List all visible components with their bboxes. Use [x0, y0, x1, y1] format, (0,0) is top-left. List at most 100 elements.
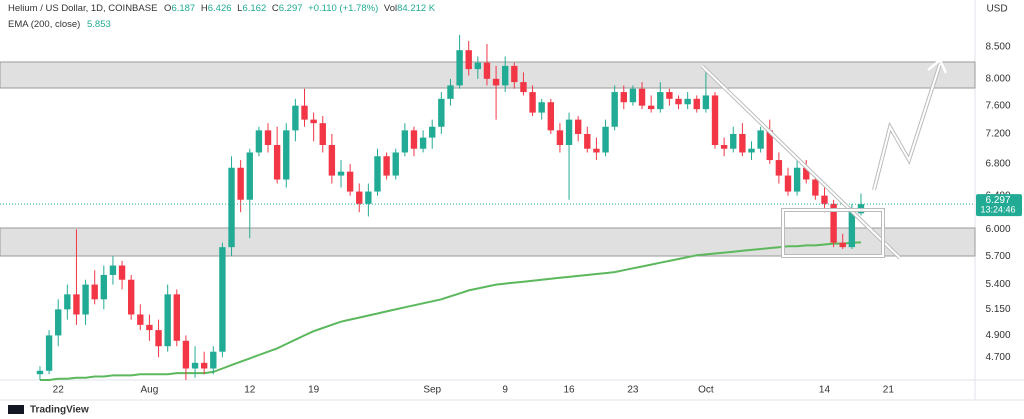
y-tick-label: 5.400 — [985, 279, 1010, 290]
x-tick-label: 19 — [308, 385, 320, 396]
y-tick-label: 5.150 — [985, 304, 1010, 315]
support-zone — [0, 227, 976, 257]
candle-body — [410, 130, 418, 149]
breakout-box — [782, 209, 884, 257]
close-value: 6.297 — [279, 3, 303, 14]
candle-body — [766, 130, 773, 161]
candle-body — [492, 78, 500, 86]
candle-body — [739, 133, 746, 153]
candle-body — [228, 167, 235, 248]
candle-body — [456, 50, 463, 86]
candle-body — [283, 130, 290, 180]
candle-body — [465, 50, 472, 70]
candle-body — [812, 179, 819, 196]
candle-body — [511, 65, 518, 83]
candle-body — [757, 130, 764, 149]
y-tick-label: 4.700 — [985, 352, 1010, 363]
candle-body — [629, 88, 637, 103]
candle-body — [182, 340, 190, 369]
candle-body — [91, 284, 98, 300]
candle-body — [584, 133, 591, 149]
candle-body — [638, 88, 646, 106]
candle-body — [401, 130, 409, 153]
candle-body — [55, 309, 62, 336]
candle-body — [164, 294, 171, 347]
candle-body — [693, 98, 700, 110]
candle-body — [702, 95, 710, 110]
open-label: O — [164, 3, 171, 14]
low-label: L — [237, 3, 242, 14]
projection-arrow — [873, 63, 941, 191]
candle-body — [337, 171, 345, 176]
candle-body — [547, 102, 555, 131]
change: +0.110 (+1.78%) — [308, 3, 378, 14]
candle-body — [210, 351, 217, 369]
candle-body — [720, 144, 728, 149]
candle-body — [429, 126, 436, 138]
candle-body — [292, 105, 299, 131]
candle-body — [109, 265, 117, 275]
y-tick-label: 6.800 — [985, 159, 1010, 170]
low-value: 6.162 — [242, 3, 266, 14]
open-value: 6.187 — [171, 3, 195, 14]
candle-body — [191, 362, 199, 369]
candle-body — [520, 82, 527, 93]
candle-body — [748, 148, 755, 153]
candle-body — [574, 119, 582, 134]
candle-body — [255, 130, 263, 153]
candle-body — [848, 208, 856, 248]
candle-body — [118, 265, 126, 280]
y-tick-label: 7.200 — [985, 129, 1010, 140]
x-tick-label: Sep — [423, 385, 441, 396]
candle-body — [82, 284, 89, 315]
candle-body — [556, 130, 564, 145]
candle-body — [392, 152, 399, 176]
candle-body — [821, 195, 828, 204]
candle-body — [775, 160, 783, 176]
trendline — [701, 65, 901, 259]
candle-body — [647, 105, 655, 110]
legend-header: Helium / US Dollar, 1D, COINBASE O6.187 … — [8, 3, 436, 14]
price-tag-value: 6.297 — [985, 195, 1010, 206]
brand-logo — [8, 405, 24, 414]
x-tick-label: 14 — [819, 385, 831, 396]
price-tag-countdown: 13:24:46 — [980, 204, 1015, 214]
plot — [0, 34, 976, 381]
ema-name: EMA (200, close) — [8, 19, 80, 30]
candle-body — [565, 119, 573, 145]
candle-body — [127, 279, 135, 315]
candle-body — [529, 92, 536, 113]
y-tick-label: 4.900 — [985, 330, 1010, 341]
x-tick-label: Aug — [141, 385, 159, 396]
annotations — [700, 57, 948, 260]
high-label: H — [201, 3, 208, 14]
candle-body — [219, 247, 226, 352]
ema-legend: EMA (200, close) 5.853 — [8, 19, 111, 30]
candle-body — [419, 137, 427, 149]
candle-body — [593, 148, 600, 153]
y-tick-label: 5.700 — [985, 251, 1010, 262]
candle-body — [474, 62, 482, 70]
y-tick-label: 8.000 — [985, 73, 1010, 84]
candle-body — [45, 335, 53, 371]
x-tick-label: 23 — [627, 385, 639, 396]
candle-body — [356, 191, 363, 204]
candle-body — [666, 92, 673, 99]
x-tick-label: Oct — [698, 385, 714, 396]
volume-label: Vol — [384, 3, 397, 14]
candle-body — [711, 95, 719, 145]
candle-body — [538, 102, 545, 113]
volume-value: 84.212 K — [397, 3, 436, 14]
candle-body — [383, 156, 390, 176]
candle-body — [100, 274, 108, 300]
candle-body — [73, 294, 80, 315]
candle-body — [137, 314, 144, 325]
candle-body — [803, 167, 810, 180]
candle-body — [273, 144, 281, 180]
candle-body — [730, 133, 737, 149]
candle-body — [346, 171, 354, 192]
candle-body — [36, 370, 44, 375]
candle-body — [675, 98, 682, 105]
candle-body — [684, 98, 691, 105]
